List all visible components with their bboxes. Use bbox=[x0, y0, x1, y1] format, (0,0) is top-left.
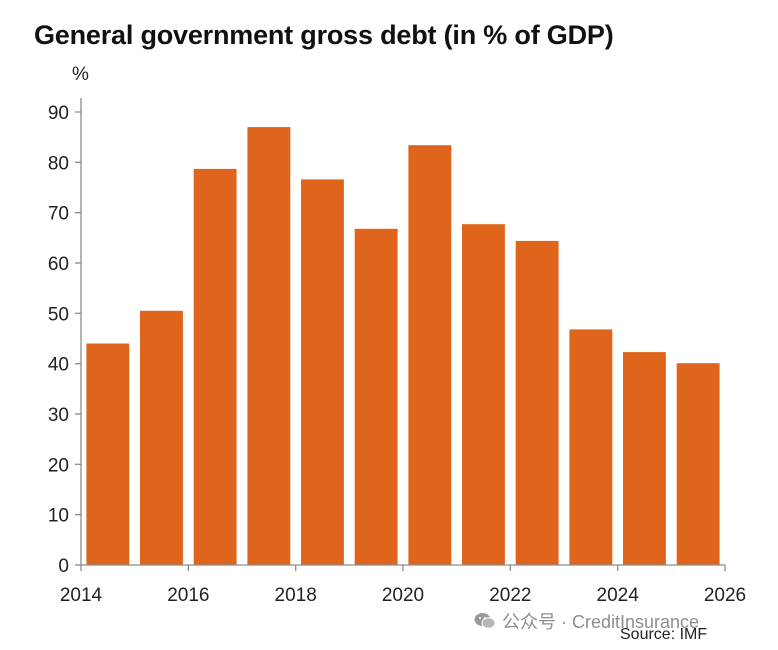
watermark: 公众号 · CreditInsurance bbox=[474, 608, 699, 634]
bar-2026 bbox=[676, 363, 720, 565]
y-tick-label: 40 bbox=[48, 355, 69, 376]
bar-2016 bbox=[140, 310, 183, 565]
bar-2018 bbox=[247, 127, 291, 565]
y-ticks-layer: 0 10 20 30 40 50 60 70 80 90 bbox=[48, 103, 81, 577]
x-tick-label: 2026 bbox=[704, 585, 746, 606]
x-tick-label: 2014 bbox=[60, 585, 103, 606]
x-tick-label: 2020 bbox=[382, 585, 424, 606]
bar-2020 bbox=[354, 228, 398, 566]
x-tick-label: 2016 bbox=[167, 585, 209, 606]
bar-2019 bbox=[301, 179, 344, 565]
x-ticks-layer: 2014 2016 2018 2020 2022 2024 2026 bbox=[60, 565, 746, 606]
y-tick-label: 60 bbox=[48, 254, 69, 275]
watermark-text: 公众号 · CreditInsurance bbox=[502, 612, 700, 632]
wechat-icon bbox=[474, 613, 496, 629]
bar-2017 bbox=[193, 168, 237, 565]
chart-title: General government gross debt (in % of G… bbox=[34, 20, 614, 50]
bar-2024 bbox=[569, 329, 613, 565]
y-tick-label: 30 bbox=[48, 405, 69, 426]
source-note: Source: IMF bbox=[620, 626, 708, 643]
y-tick-label: 0 bbox=[58, 556, 69, 577]
x-tick-label: 2018 bbox=[275, 585, 317, 606]
y-tick-label: 20 bbox=[48, 455, 69, 476]
y-tick-label: 80 bbox=[48, 153, 69, 174]
bar-2025 bbox=[623, 352, 666, 565]
bar-2022 bbox=[462, 224, 505, 565]
bars-layer bbox=[86, 127, 720, 566]
y-tick-label: 90 bbox=[48, 103, 69, 124]
x-tick-label: 2024 bbox=[597, 585, 640, 606]
y-axis-unit-label: % bbox=[72, 64, 89, 85]
bar-2015 bbox=[86, 343, 130, 565]
y-tick-label: 10 bbox=[48, 506, 69, 527]
bar-2023 bbox=[515, 240, 559, 565]
y-tick-label: 70 bbox=[48, 204, 69, 225]
y-tick-label: 50 bbox=[48, 304, 69, 325]
bar-2021 bbox=[408, 145, 452, 565]
x-tick-label: 2022 bbox=[489, 585, 531, 606]
